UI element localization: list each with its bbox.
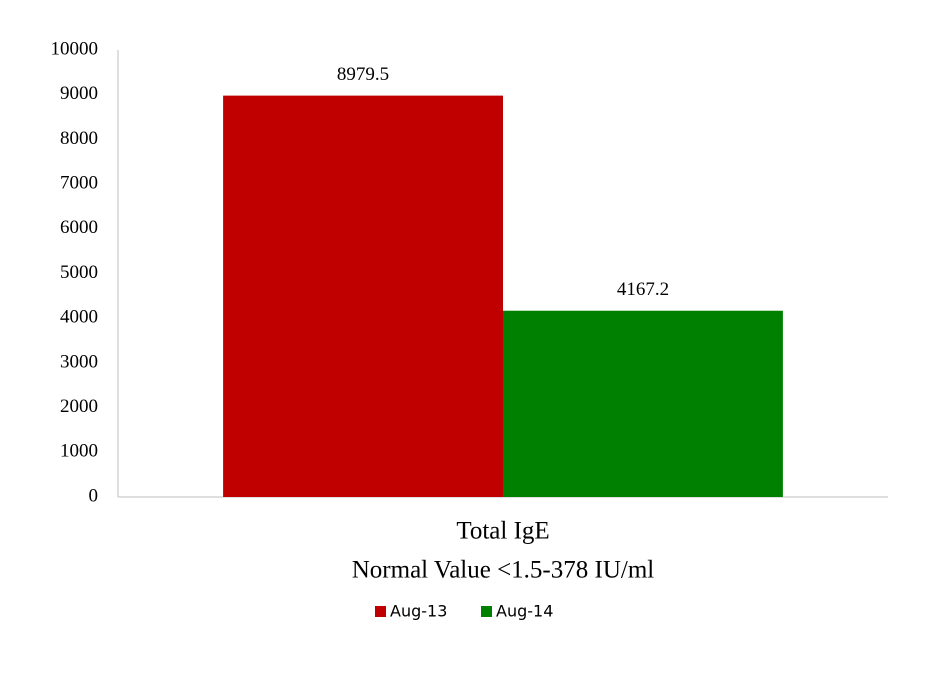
y-tick-label: 9000 bbox=[60, 83, 98, 104]
legend-label: Aug-14 bbox=[496, 602, 553, 621]
y-tick-label: 0 bbox=[89, 485, 99, 506]
y-tick-label: 5000 bbox=[60, 262, 98, 283]
y-tick-label: 7000 bbox=[60, 172, 98, 193]
y-tick-label: 10000 bbox=[51, 38, 99, 59]
x-axis-label: Normal Value <1.5-378 IU/ml bbox=[352, 557, 655, 584]
y-tick-label: 8000 bbox=[60, 128, 98, 149]
legend-swatch bbox=[481, 606, 492, 617]
y-tick-label: 3000 bbox=[60, 351, 98, 372]
y-tick-label: 4000 bbox=[60, 307, 98, 328]
y-tick-label: 1000 bbox=[60, 441, 98, 462]
legend-swatch bbox=[375, 606, 386, 617]
data-label: 4167.2 bbox=[617, 279, 669, 300]
bar bbox=[503, 310, 783, 497]
legend-label: Aug-13 bbox=[390, 602, 447, 621]
bar bbox=[223, 95, 504, 498]
data-label: 8979.5 bbox=[337, 64, 389, 85]
y-tick-label: 6000 bbox=[60, 217, 98, 238]
category-label: Total IgE bbox=[456, 518, 549, 545]
y-tick-label: 2000 bbox=[60, 396, 98, 417]
